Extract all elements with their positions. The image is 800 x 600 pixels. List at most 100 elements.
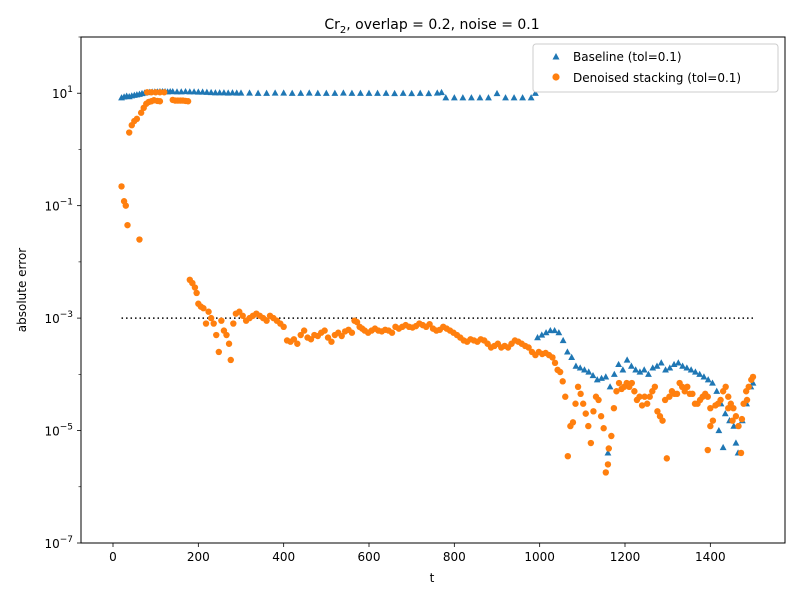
data-point (749, 379, 757, 386)
data-point (709, 379, 716, 386)
data-point (704, 393, 711, 400)
y-tick-label: 10−5 (44, 423, 73, 439)
chart-title: Cr2, overlap = 0.2, noise = 0.1 (324, 17, 539, 36)
data-point (391, 89, 398, 97)
data-point (722, 383, 729, 391)
data-point (589, 371, 597, 379)
data-point (218, 317, 225, 324)
data-point (590, 408, 597, 415)
data-point (348, 89, 356, 96)
data-point (271, 89, 279, 96)
data-point (459, 94, 467, 101)
data-point (207, 88, 215, 96)
data-point (610, 404, 618, 412)
y-tick-label: 10−3 (44, 310, 73, 326)
data-point (133, 115, 141, 123)
data-point (572, 362, 580, 369)
data-point (636, 393, 643, 400)
data-point (408, 89, 416, 97)
data-point (338, 332, 345, 340)
data-point (715, 426, 723, 434)
data-point (229, 89, 236, 96)
data-point (191, 284, 199, 291)
data-point (643, 400, 651, 407)
data-point (700, 373, 708, 380)
data-point (735, 422, 742, 430)
data-point (190, 88, 198, 95)
data-point (227, 356, 234, 364)
data-point (297, 89, 305, 96)
data-point (468, 94, 475, 101)
legend: Baseline (tol=0.1) Denoised stacking (to… (532, 43, 779, 93)
data-point (645, 370, 652, 377)
data-point (353, 318, 361, 326)
data-point (632, 366, 640, 373)
data-point (156, 98, 164, 105)
data-point (519, 94, 526, 101)
data-point (186, 88, 194, 95)
data-point (653, 362, 661, 369)
data-point (321, 327, 328, 334)
data-point (493, 89, 501, 97)
data-point (126, 129, 133, 136)
data-point (322, 89, 330, 96)
y-axis-label: absolute error (15, 248, 29, 333)
data-point (582, 410, 589, 417)
data-point (604, 449, 612, 456)
data-point (704, 446, 711, 454)
data-point (587, 439, 595, 447)
data-point (689, 390, 696, 398)
data-point (595, 396, 602, 404)
x-tick-label: 0 (109, 550, 117, 564)
data-point (745, 383, 752, 391)
data-point (641, 393, 648, 400)
data-point (696, 370, 704, 377)
data-point (365, 89, 373, 96)
title-subscript: 2 (340, 25, 346, 36)
data-point (600, 425, 607, 432)
x-tick-label: 400 (272, 550, 295, 564)
data-point (631, 388, 638, 395)
data-point (331, 89, 339, 96)
data-point (585, 368, 593, 375)
data-point (568, 353, 576, 361)
data-point (564, 452, 572, 460)
data-point (610, 370, 618, 377)
data-point (510, 94, 518, 101)
x-tick-label: 1400 (695, 550, 726, 564)
legend-label-denoised: Denoised stacking (tol=0.1) (573, 71, 741, 85)
data-point (233, 89, 241, 96)
data-point (551, 359, 559, 367)
data-point (300, 327, 308, 334)
data-point (551, 326, 558, 334)
data-point (215, 348, 223, 356)
data-point (220, 89, 228, 96)
data-point (205, 308, 212, 315)
data-point (713, 387, 721, 394)
x-tick-label: 600 (358, 550, 381, 564)
data-point (546, 326, 554, 334)
data-point (328, 338, 335, 345)
y-tick-label: 10−1 (44, 198, 73, 214)
data-point (122, 202, 129, 209)
data-point (602, 469, 609, 476)
legend-box (532, 43, 779, 93)
data-point (725, 404, 732, 412)
legend-label-baseline: Baseline (tol=0.1) (573, 50, 682, 64)
data-point (549, 354, 556, 361)
data-point (525, 344, 532, 351)
data-point (559, 336, 567, 344)
data-point (709, 417, 717, 424)
data-point (294, 340, 301, 347)
data-point (662, 366, 669, 373)
data-point (476, 94, 484, 101)
data-point (605, 445, 612, 452)
data-point (173, 88, 181, 95)
data-point (666, 393, 673, 400)
data-point (604, 461, 612, 468)
legend-marker-baseline (552, 53, 560, 60)
series-denoised-stacking (118, 89, 757, 476)
data-point (683, 364, 691, 371)
data-point (606, 383, 614, 390)
